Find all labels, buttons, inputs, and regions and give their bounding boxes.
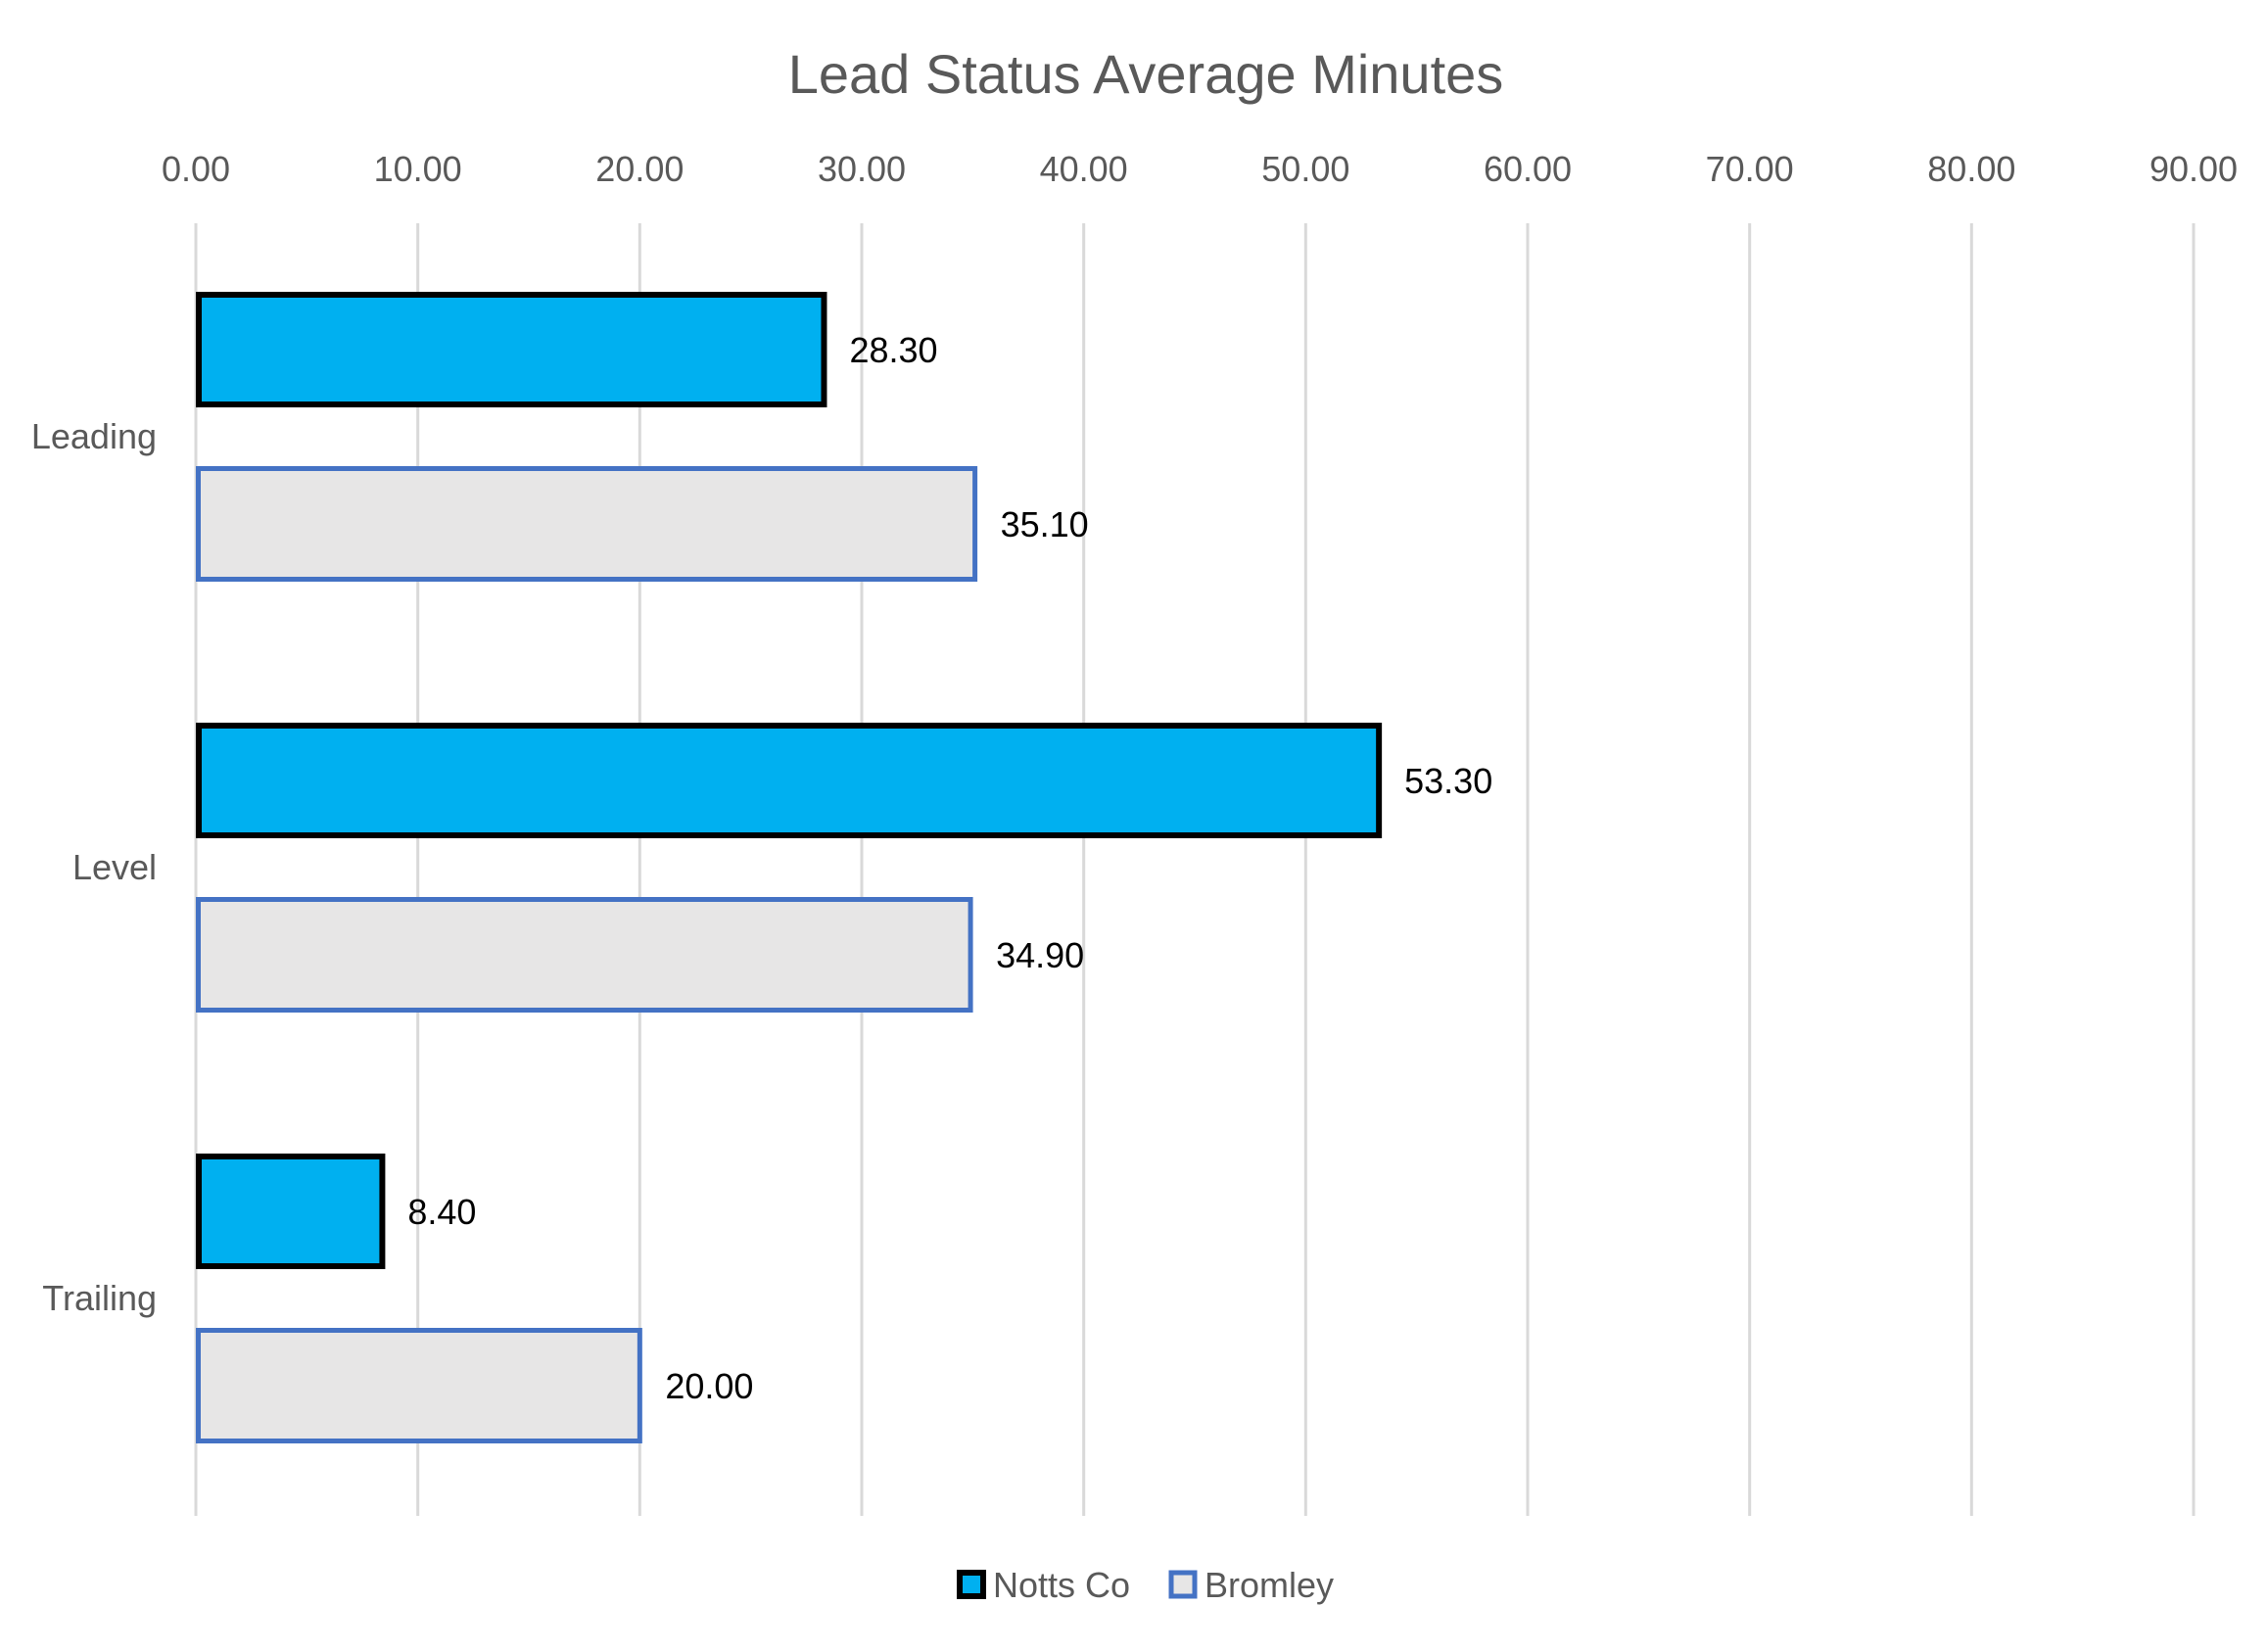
gridlines	[194, 223, 2196, 1516]
legend-swatch	[957, 1570, 986, 1599]
category-labels: Leading Level Trailing	[31, 416, 157, 1318]
bar-notts-co	[196, 723, 1383, 838]
data-label: 8.40	[407, 1192, 476, 1232]
data-label: 53.30	[1404, 761, 1492, 801]
bar-bromley	[196, 466, 978, 582]
x-tick-label: 70.00	[1706, 149, 1794, 189]
data-labels: 28.30 35.10 53.30 34.90 8.40 20.00	[407, 330, 1492, 1406]
x-tick-label: 10.00	[374, 149, 462, 189]
legend: Notts Co Bromley	[957, 1565, 1334, 1605]
legend-swatch	[1168, 1570, 1198, 1599]
data-label: 28.30	[849, 330, 937, 370]
data-label: 35.10	[1001, 504, 1089, 544]
bar-notts-co	[196, 292, 827, 407]
data-label: 20.00	[665, 1366, 753, 1406]
x-tick-label: 30.00	[818, 149, 906, 189]
category-label: Level	[72, 847, 157, 887]
x-tick-label: 50.00	[1261, 149, 1349, 189]
bar-notts-co	[196, 1154, 386, 1269]
category-label: Leading	[31, 416, 157, 456]
bars	[196, 292, 1383, 1443]
legend-label: Bromley	[1204, 1565, 1334, 1605]
category-label: Trailing	[42, 1278, 157, 1318]
bar-bromley	[196, 897, 973, 1013]
x-tick-label: 80.00	[1927, 149, 2015, 189]
x-tick-label: 40.00	[1040, 149, 1128, 189]
x-tick-label: 60.00	[1484, 149, 1572, 189]
data-label: 34.90	[996, 935, 1084, 975]
x-tick-label: 0.00	[162, 149, 230, 189]
chart-title: Lead Status Average Minutes	[788, 43, 1504, 105]
legend-label: Notts Co	[993, 1565, 1130, 1605]
x-tick-label: 20.00	[595, 149, 684, 189]
x-axis-tick-labels: 0.00 10.00 20.00 30.00 40.00 50.00 60.00 70.00 8…	[162, 149, 2238, 189]
x-tick-label: 90.00	[2149, 149, 2238, 189]
bar-bromley	[196, 1328, 642, 1443]
